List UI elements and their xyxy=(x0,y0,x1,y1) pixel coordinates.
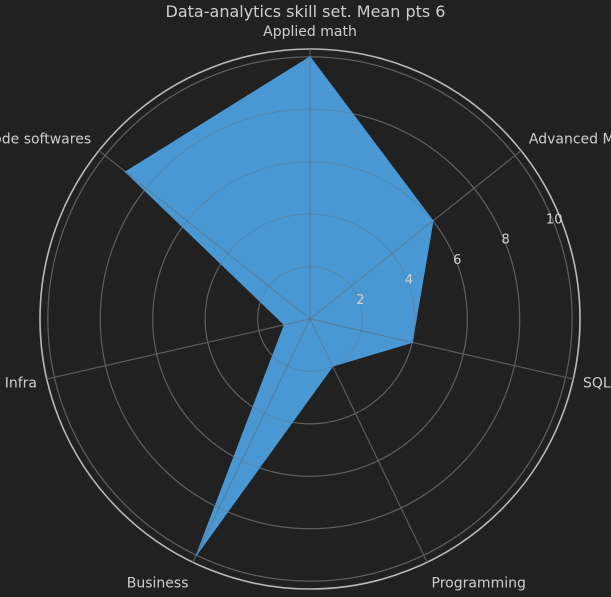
r-tick-label-2: 2 xyxy=(356,293,364,308)
axis-label-infra: Infra xyxy=(5,376,37,392)
spoke-overlay-1 xyxy=(309,220,434,320)
data-point-6 xyxy=(124,171,127,173)
axis-label-programming: Programming xyxy=(432,576,526,592)
chart-title: Data-analytics skill set. Mean pts 6 xyxy=(165,2,446,21)
data-point-1 xyxy=(432,220,434,222)
grid-circle-overlay-8 xyxy=(99,108,521,530)
spoke-overlay-2 xyxy=(309,318,413,343)
data-point-3 xyxy=(331,365,334,368)
spoke-overlay-5 xyxy=(284,318,311,326)
spoke-overlay-4 xyxy=(195,318,311,556)
axis-label-sql: SQL xyxy=(583,376,611,392)
data-point-5 xyxy=(283,324,286,326)
axis-label-no-low-code-softwares: No/Low code softwares xyxy=(0,132,91,148)
grid-circle-overlay-2 xyxy=(257,266,363,372)
spoke-overlay-3 xyxy=(309,318,334,367)
grid-circle-overlay-6 xyxy=(152,161,468,477)
axis-label-applied-math: Applied math xyxy=(263,24,357,40)
axis-label-business: Business xyxy=(127,576,189,592)
spoke-overlay-6 xyxy=(125,171,311,320)
data-point-4 xyxy=(195,554,198,556)
data-point-2 xyxy=(411,341,414,344)
r-tick-label-8: 8 xyxy=(502,233,510,248)
data-point-0 xyxy=(309,56,311,58)
axis-label-advanced-math: Advanced Math xyxy=(529,132,611,148)
grid-circle-overlay-4 xyxy=(204,213,416,425)
r-tick-label-10: 10 xyxy=(546,213,563,228)
r-tick-label-4: 4 xyxy=(405,273,413,288)
r-tick-label-6: 6 xyxy=(453,253,461,268)
spoke-5 xyxy=(46,318,311,380)
data-area xyxy=(124,56,434,556)
